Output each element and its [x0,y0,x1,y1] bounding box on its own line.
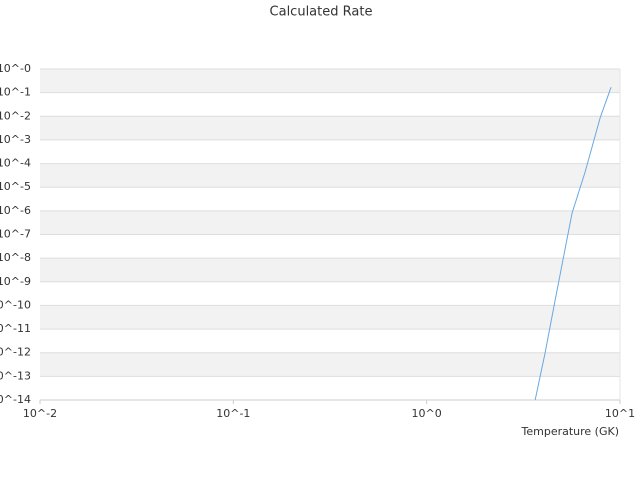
y-tick-label: 10^-6 [0,204,31,217]
x-tick-label: 10^-1 [216,407,250,420]
grid-band [40,163,620,188]
y-tick-label: 10^-7 [0,228,31,241]
grid-band [40,69,620,93]
y-tick-label: 10^-4 [0,157,31,170]
y-tick-label: 10^-0 [0,62,31,75]
grid-band [40,352,620,377]
y-tick-label: 10^-8 [0,251,31,264]
x-tick-label: 10^0 [412,407,442,420]
y-tick-label: 10^-12 [0,346,31,359]
chart-title: Calculated Rate [270,5,373,20]
data-line [534,87,612,400]
x-tick-label: 10^-2 [23,407,57,420]
plot-foreground [534,87,612,400]
x-tick-label: 10^1 [605,407,635,420]
y-tick-label: 10^-13 [0,369,31,382]
y-tick-label: 10^-2 [0,109,31,122]
y-tick-label: 10^-10 [0,298,31,311]
y-tick-label: 10^-14 [0,393,31,406]
plot-background [39,68,621,404]
y-tick-label: 10^-1 [0,86,31,99]
y-tick-label: 10^-5 [0,180,31,193]
y-tick-label: 10^-11 [0,322,31,335]
x-axis-label: Temperature (GK) [521,425,620,438]
y-tick-label: 10^-9 [0,275,31,288]
grid-band [40,116,620,140]
grid-band [40,305,620,330]
grid-band [40,210,620,235]
y-tick-label: 10^-3 [0,133,31,146]
grid-band [40,258,620,282]
